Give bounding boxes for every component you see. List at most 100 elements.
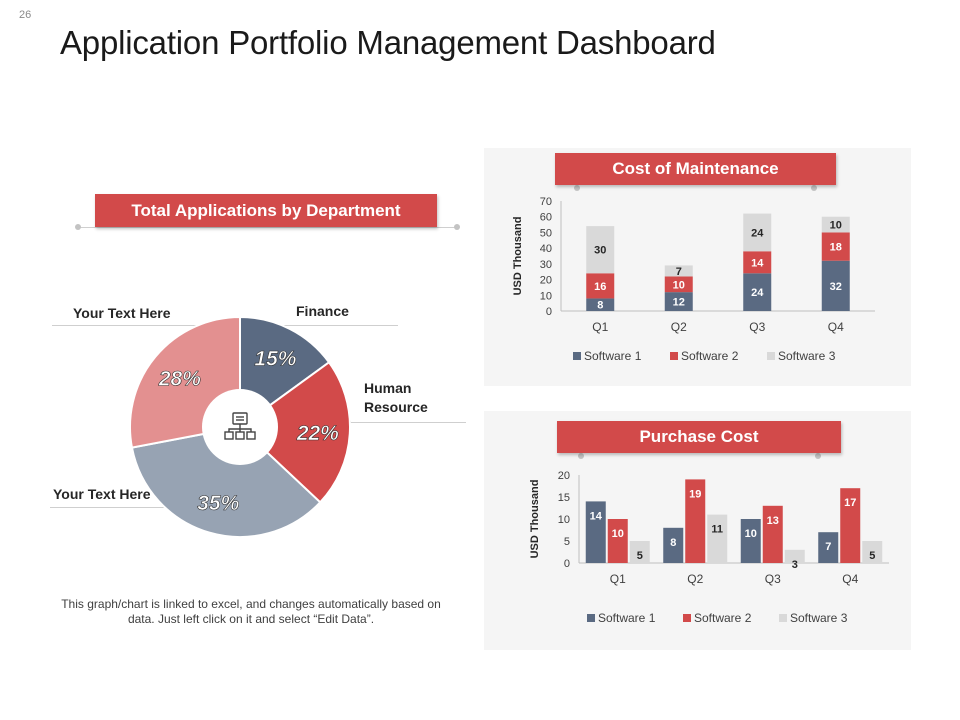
- bar-value-label: 3: [792, 559, 798, 571]
- legend-swatch: [573, 352, 581, 360]
- y-tick-label: 60: [540, 212, 552, 224]
- y-axis-label: USD Thousand: [529, 480, 541, 559]
- callout-hr-line1: Human: [364, 380, 412, 396]
- bar-value-label: 5: [869, 550, 875, 562]
- x-tick-label: Q4: [828, 320, 844, 334]
- legend-swatch: [683, 614, 691, 622]
- bar-value-label: 14: [751, 257, 764, 269]
- icon-box-left: [224, 431, 234, 440]
- bar-value-label: 10: [745, 528, 757, 540]
- callout-hr-line2: Resource: [364, 399, 428, 415]
- bar-value-label: 7: [676, 266, 682, 278]
- bar-segment: [743, 273, 772, 311]
- bar-segment: [821, 260, 850, 311]
- bar-value-label: 24: [751, 287, 764, 299]
- bar-segment: [664, 292, 693, 311]
- bar-segment: [664, 276, 693, 293]
- legend-label: Software 1: [598, 611, 656, 625]
- bar-value-label: 16: [594, 281, 606, 293]
- bar-segment: [743, 213, 772, 252]
- bar-segment: [821, 216, 850, 233]
- y-tick-label: 20: [540, 275, 552, 287]
- y-axis-label: USD Thousand: [512, 217, 524, 296]
- bar: [707, 514, 728, 563]
- bar: [585, 501, 606, 563]
- pie-label-3: 28%: [158, 367, 201, 390]
- maintenance-chart-title: Cost of Maintenance: [555, 153, 836, 185]
- bar-value-label: 11: [711, 524, 723, 536]
- purchase-banner-dot-left: [578, 453, 584, 459]
- legend-swatch: [587, 614, 595, 622]
- bar: [629, 541, 650, 563]
- icon-box-right: [246, 431, 256, 440]
- dept-banner-line: [78, 227, 458, 228]
- bar: [607, 519, 628, 563]
- callout-bottom-left: Your Text Here: [53, 486, 151, 502]
- dept-chart-title: Total Applications by Department: [95, 194, 437, 227]
- bar: [840, 488, 861, 563]
- callout-human-resource: Human Resource: [364, 379, 428, 417]
- bar-segment: [586, 298, 615, 311]
- slide-number: 26: [19, 9, 32, 21]
- footnote: This graph/chart is linked to excel, and…: [61, 597, 441, 626]
- bar-value-label: 13: [767, 515, 779, 527]
- legend-label: Software 1: [584, 349, 642, 363]
- bar-value-label: 10: [612, 528, 624, 540]
- bar: [784, 549, 805, 563]
- bar: [818, 532, 839, 563]
- bar-segment: [586, 226, 615, 274]
- y-tick-label: 50: [540, 227, 552, 239]
- pie-label-0: 15%: [254, 348, 296, 371]
- x-tick-label: Q1: [592, 320, 608, 334]
- legend-label: Software 3: [778, 349, 836, 363]
- callout-finance: Finance: [296, 303, 349, 319]
- pie-slice-1: [238, 360, 351, 504]
- bar-value-label: 24: [751, 227, 764, 239]
- legend-label: Software 2: [681, 349, 739, 363]
- y-tick-label: 30: [540, 259, 552, 271]
- bar-value-label: 18: [830, 242, 842, 254]
- bar-value-label: 14: [590, 510, 603, 522]
- x-tick-label: Q3: [765, 572, 781, 586]
- bar: [685, 479, 706, 563]
- bar: [663, 527, 684, 563]
- legend-label: Software 3: [790, 611, 848, 625]
- y-tick-label: 10: [558, 514, 570, 526]
- legend-swatch: [767, 352, 775, 360]
- pie-label-2: 35%: [197, 492, 239, 515]
- bar-value-label: 30: [594, 245, 606, 257]
- purchase-chart-title: Purchase Cost: [557, 421, 841, 453]
- maint-banner-dot-left: [574, 185, 580, 191]
- bar-value-label: 10: [830, 220, 842, 232]
- bar-value-label: 32: [830, 281, 842, 293]
- x-tick-label: Q4: [842, 572, 858, 586]
- bar-value-label: 10: [673, 279, 685, 291]
- legend-swatch: [779, 614, 787, 622]
- dept-line-dot-right: [454, 224, 460, 230]
- pie-label-1: 22%: [296, 422, 339, 445]
- x-tick-label: Q3: [749, 320, 765, 334]
- y-tick-label: 0: [564, 558, 570, 570]
- bar: [862, 541, 883, 563]
- bar-value-label: 12: [673, 297, 685, 309]
- bar: [762, 505, 783, 563]
- icon-box-mid: [235, 431, 245, 440]
- purchase-banner-dot-right: [815, 453, 821, 459]
- callout-line-top-left: [52, 325, 240, 326]
- bar-segment: [664, 265, 693, 277]
- bar-segment: [821, 232, 850, 261]
- bar-value-label: 17: [844, 497, 856, 509]
- bar: [740, 519, 761, 563]
- org-chart-icon: [224, 412, 256, 440]
- y-tick-label: 70: [540, 196, 552, 208]
- x-tick-label: Q1: [610, 572, 626, 586]
- x-tick-label: Q2: [687, 572, 703, 586]
- callout-line-finance: [240, 325, 398, 326]
- y-tick-label: 15: [558, 492, 570, 504]
- bar-value-label: 7: [825, 541, 831, 553]
- y-tick-label: 40: [540, 243, 552, 255]
- y-tick-label: 20: [558, 470, 570, 482]
